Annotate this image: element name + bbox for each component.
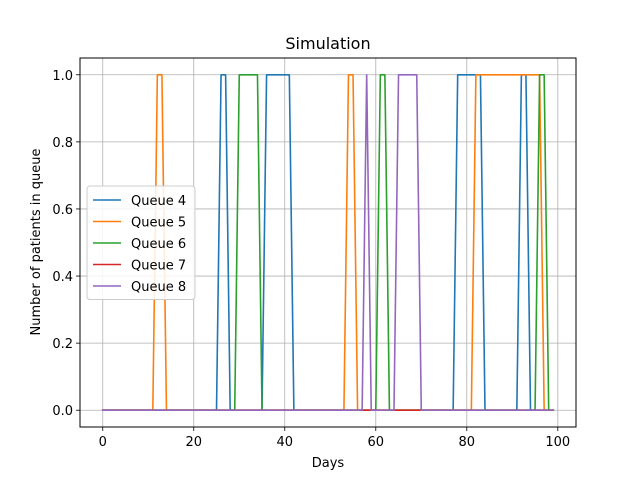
x-tick-label: 20 xyxy=(185,435,202,450)
legend-label: Queue 6 xyxy=(131,237,186,252)
y-tick-label: 0.2 xyxy=(52,337,73,352)
x-tick-label: 0 xyxy=(99,435,107,450)
plot-frame xyxy=(79,57,577,428)
legend-box xyxy=(86,185,196,300)
y-tick-label: 1.0 xyxy=(52,69,73,84)
legend-label: Queue 7 xyxy=(131,259,186,274)
y-tick-label: 0.4 xyxy=(52,270,73,285)
x-tick-label: 100 xyxy=(545,435,570,450)
y-tick-label: 0.8 xyxy=(52,136,73,151)
x-tick-label: 60 xyxy=(368,435,385,450)
x-tick-label: 40 xyxy=(276,435,293,450)
legend-label: Queue 4 xyxy=(131,194,186,209)
axis-ticks: 0 20 40 60 80 100 0.0 0.2 0.4 0.6 0.8 1.0 xyxy=(52,69,570,450)
legend-label: Queue 8 xyxy=(131,280,186,295)
y-tick-label: 0.6 xyxy=(52,203,73,218)
series-lines xyxy=(101,73,555,412)
x-tick-label: 80 xyxy=(459,435,476,450)
y-axis-label: Number of patients in queue xyxy=(29,149,44,336)
chart-title: Simulation xyxy=(285,34,370,53)
y-tick-label: 0.0 xyxy=(52,404,73,419)
series-line-3 xyxy=(101,73,555,412)
legend-label: Queue 5 xyxy=(131,216,186,231)
legend: Queue 4 Queue 5 Queue 6 Queue 7 Queue 8 xyxy=(86,185,196,300)
x-axis-label: Days xyxy=(312,456,345,471)
series-line-5 xyxy=(101,73,555,412)
series-line-2 xyxy=(101,73,555,412)
